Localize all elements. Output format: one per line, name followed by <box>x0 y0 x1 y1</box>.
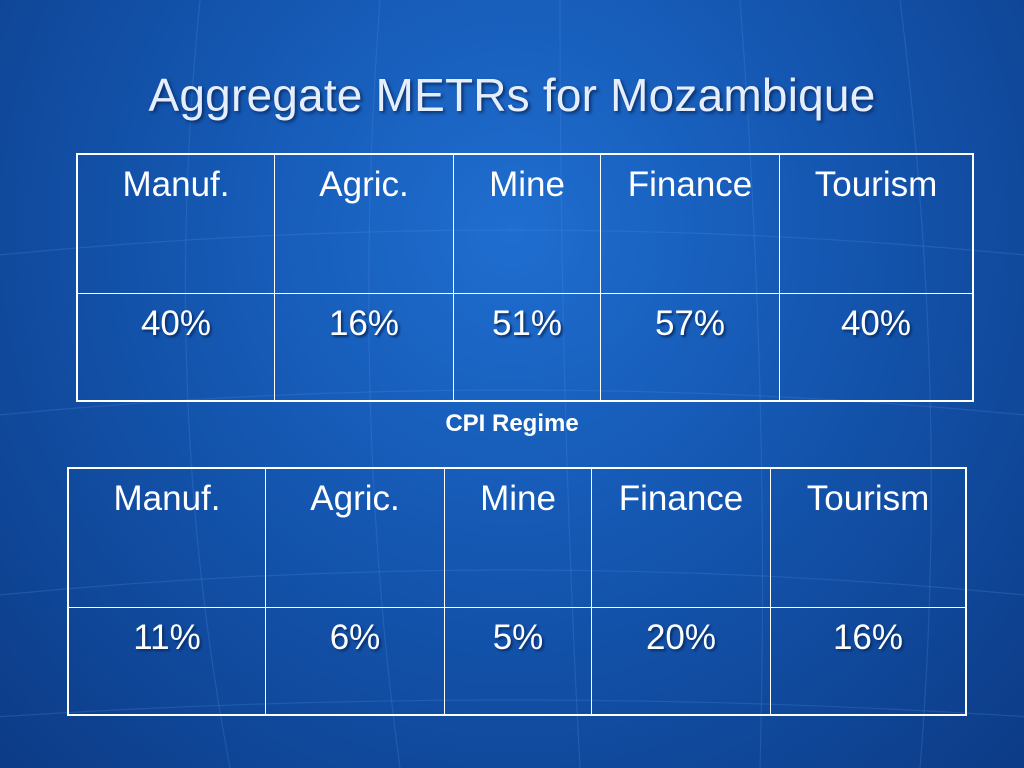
regime-label: CPI Regime <box>445 410 579 437</box>
header-cell-manuf: Manuf. <box>76 153 275 294</box>
value-cell-manuf: 11% <box>67 607 266 716</box>
slide-title: Aggregate METRs for Mozambique <box>148 69 876 121</box>
metr-table-1: Manuf. Agric. Mine Finance Tourism 40% 1… <box>76 153 974 402</box>
value-cell-finance: 20% <box>591 607 771 716</box>
header-cell-manuf: Manuf. <box>67 467 266 608</box>
table-header-row: Manuf. Agric. Mine Finance Tourism <box>67 467 967 608</box>
value-cell-mine: 5% <box>444 607 592 716</box>
table-value-row: 11% 6% 5% 20% 16% <box>67 607 967 716</box>
header-cell-finance: Finance <box>591 467 771 608</box>
header-cell-tourism: Tourism <box>779 153 974 294</box>
header-cell-agric: Agric. <box>265 467 445 608</box>
value-cell-manuf: 40% <box>76 293 275 402</box>
table-value-row: 40% 16% 51% 57% 40% <box>76 293 974 402</box>
header-cell-mine: Mine <box>453 153 601 294</box>
value-cell-tourism: 16% <box>770 607 967 716</box>
header-cell-tourism: Tourism <box>770 467 967 608</box>
value-cell-mine: 51% <box>453 293 601 402</box>
metr-table-2: Manuf. Agric. Mine Finance Tourism 11% 6… <box>67 467 967 716</box>
value-cell-finance: 57% <box>600 293 780 402</box>
value-cell-agric: 6% <box>265 607 445 716</box>
header-cell-mine: Mine <box>444 467 592 608</box>
header-cell-agric: Agric. <box>274 153 454 294</box>
value-cell-agric: 16% <box>274 293 454 402</box>
value-cell-tourism: 40% <box>779 293 974 402</box>
header-cell-finance: Finance <box>600 153 780 294</box>
table-header-row: Manuf. Agric. Mine Finance Tourism <box>76 153 974 294</box>
